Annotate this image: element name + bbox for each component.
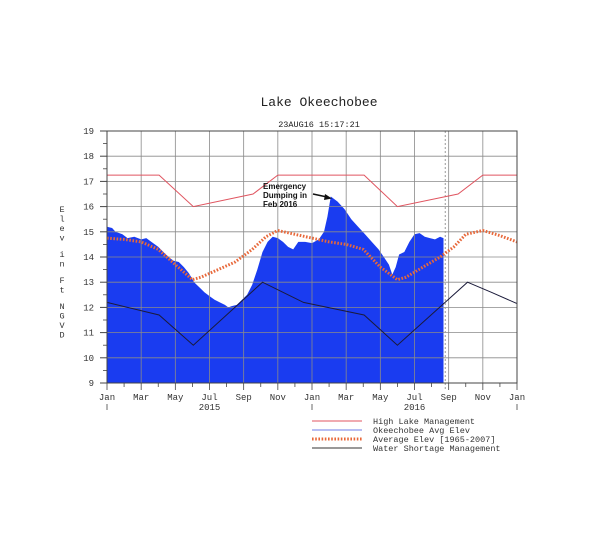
y-tick-label: 18 <box>83 152 94 162</box>
y-axis: 9 10 11 12 13 14 15 16 17 18 19 <box>83 127 107 389</box>
historical-average-line <box>106 228 518 282</box>
y-label-char: t <box>59 286 64 296</box>
y-label-char: F <box>59 276 64 286</box>
arrow-head-icon <box>324 194 332 200</box>
y-tick-label: 19 <box>83 127 94 137</box>
legend-label: Water Shortage Management <box>373 444 501 454</box>
legend-label: Average Elev [1965-2007] <box>373 435 495 445</box>
y-tick-label: 15 <box>83 228 94 238</box>
y-label-char: n <box>59 260 64 270</box>
y-label-char: i <box>59 250 64 260</box>
legend-item-water-shortage: Water Shortage Management <box>312 444 501 454</box>
y-tick-label: 16 <box>83 203 94 213</box>
y-label-char: D <box>59 331 64 341</box>
annotation-line-2: Dumping in <box>263 191 307 200</box>
annotation-line-3: Feb 2016 <box>263 200 298 209</box>
x-tick-label: May <box>167 393 184 403</box>
x-tick-label: Nov <box>270 393 287 403</box>
x-tick-label: Jan <box>509 393 525 403</box>
y-label-char: l <box>59 215 64 225</box>
legend-item-high-lake: High Lake Management <box>312 417 475 427</box>
y-label-char: E <box>59 205 64 215</box>
y-tick-label: 9 <box>89 379 94 389</box>
annotation-line-1: Emergency <box>263 182 307 191</box>
year-label: 2015 <box>199 403 221 413</box>
legend-item-avg-elev: Okeechobee Avg Elev <box>312 426 470 436</box>
y-label-char: V <box>59 321 65 331</box>
y-tick-label: 14 <box>83 253 94 263</box>
lake-elevation-area <box>107 196 444 383</box>
x-tick-label: May <box>372 393 389 403</box>
chart-title: Lake Okeechobee <box>260 95 377 110</box>
x-tick-label: Sep <box>236 393 252 403</box>
x-tick-label: Nov <box>475 393 492 403</box>
y-tick-label: 10 <box>83 354 94 364</box>
y-tick-label: 13 <box>83 278 94 288</box>
x-tick-label: Sep <box>441 393 457 403</box>
water-shortage-management-line <box>106 281 518 346</box>
x-tick-label: Jan <box>99 393 115 403</box>
chart-timestamp: 23AUG16 15:17:21 <box>278 120 360 130</box>
y-label-char: N <box>59 302 64 312</box>
y-label-char: G <box>59 312 64 322</box>
y-tick-label: 11 <box>83 329 94 339</box>
legend-label: High Lake Management <box>373 417 475 427</box>
plot-area <box>106 130 518 391</box>
legend-item-historical-average: Average Elev [1965-2007] <box>312 435 495 445</box>
emergency-dumping-annotation: Emergency Dumping in Feb 2016 <box>263 182 332 209</box>
legend-label: Okeechobee Avg Elev <box>373 426 470 436</box>
year-label: 2016 <box>404 403 426 413</box>
x-tick-label: Jul <box>406 393 422 403</box>
x-tick-label: Mar <box>338 393 354 403</box>
y-tick-label: 17 <box>83 177 94 187</box>
x-tick-label: Jan <box>304 393 320 403</box>
y-label-char: e <box>59 224 64 234</box>
x-tick-label: Mar <box>133 393 149 403</box>
legend: High Lake Management Okeechobee Avg Elev… <box>312 417 501 454</box>
y-tick-label: 12 <box>83 303 94 313</box>
x-axis: Jan Mar May Jul Sep Nov Jan Mar May Jul Sep Nov Jan 2… <box>99 383 525 413</box>
x-tick-label: Jul <box>201 393 217 403</box>
high-lake-management-line <box>107 174 517 208</box>
y-label-char: v <box>59 234 64 244</box>
